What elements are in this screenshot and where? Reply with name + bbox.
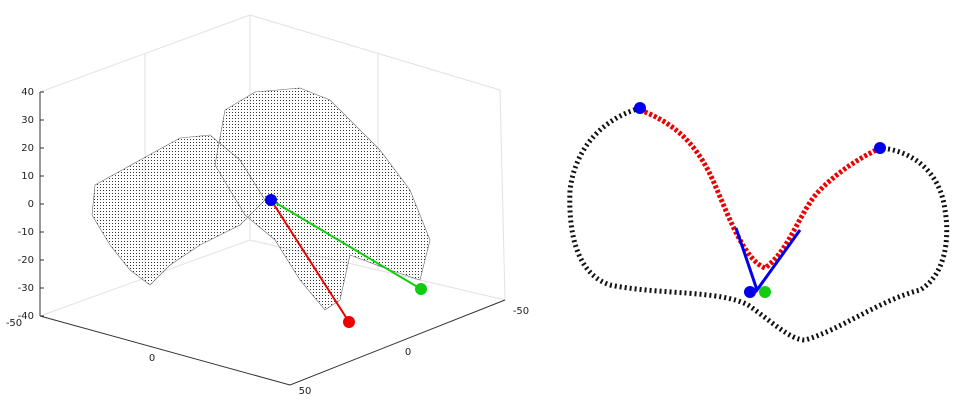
- outline-points: [567, 105, 950, 343]
- blue-marker: [744, 286, 756, 298]
- x-tick-label: 0: [149, 353, 155, 364]
- red-segment: [270, 199, 350, 323]
- red-marker: [343, 316, 355, 328]
- green-marker: [759, 286, 771, 298]
- green-marker: [415, 283, 427, 295]
- blue-marker: [874, 142, 886, 154]
- z-tick-label: 10: [21, 171, 34, 182]
- point-cloud: [214, 87, 431, 311]
- red-points: [639, 107, 882, 271]
- z-tick-label: 30: [21, 115, 34, 126]
- z-tick-label: -30: [18, 283, 34, 294]
- right-panel: [567, 102, 950, 343]
- z-tick-label: 0: [28, 199, 34, 210]
- green-segment: [270, 199, 422, 290]
- z-tick-label: -40: [18, 311, 34, 322]
- x-tick-label: 50: [299, 386, 312, 397]
- z-tick-label: 20: [21, 143, 34, 154]
- z-tick-label: 40: [21, 87, 34, 98]
- blue-marker: [265, 194, 277, 206]
- blue-marker: [634, 102, 646, 114]
- x-tick-label: -50: [6, 318, 22, 329]
- blue-lines: [734, 227, 802, 294]
- y-tick-label: -50: [513, 306, 529, 317]
- z-tick-label: -10: [18, 227, 34, 238]
- y-tick-label: 0: [405, 347, 411, 358]
- z-tick-label: -20: [18, 255, 34, 266]
